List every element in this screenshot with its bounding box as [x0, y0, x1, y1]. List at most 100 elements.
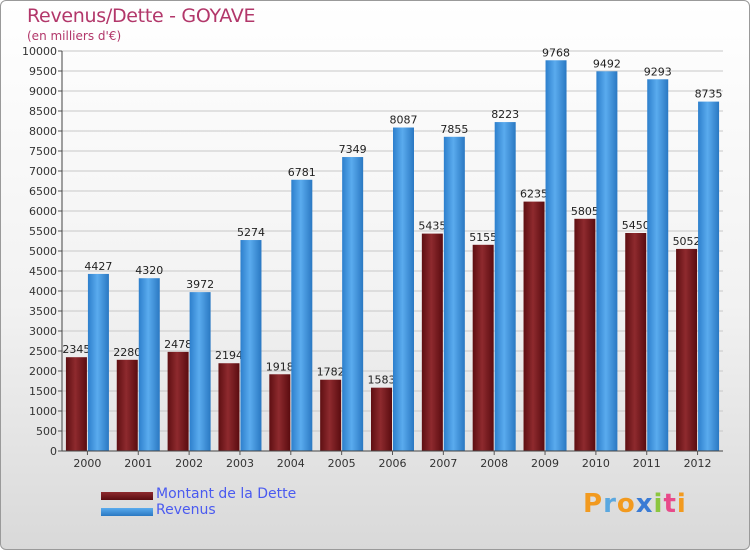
legend-swatch-revenus [101, 508, 153, 516]
data-label-dette: 2345 [62, 343, 90, 356]
chart-subtitle: (en milliers d'€) [27, 29, 122, 43]
bar-revenus [138, 278, 160, 451]
logo-letter: i [653, 489, 664, 519]
y-tick-label: 8000 [29, 125, 57, 138]
x-tick-label: 2010 [582, 457, 610, 470]
y-tick-label: 3500 [29, 305, 57, 318]
y-tick-label: 7000 [29, 165, 57, 178]
logo-letter: t [663, 489, 677, 519]
x-tick-label: 2002 [175, 457, 203, 470]
bar-revenus [393, 127, 414, 452]
x-axis: 2000 2001 2002 2003 2004 2005 2006 2007 2008 2009… [62, 450, 723, 470]
y-tick-label: 6500 [29, 185, 57, 198]
x-tick-label: 2001 [124, 457, 152, 470]
data-label-dette: 2194 [215, 349, 243, 362]
logo-letter: i [676, 489, 687, 519]
data-label-revenus: 8735 [695, 88, 723, 101]
bar-dette [320, 379, 342, 451]
x-tick-label: 2004 [277, 457, 305, 470]
data-label-dette: 2478 [164, 338, 192, 351]
bars: 2345 4427 2280 4320 2478 3972 2194 5274 1918 6781… [62, 46, 723, 452]
bar-revenus [240, 240, 262, 451]
bar-revenus [87, 273, 109, 451]
data-label-dette: 1782 [317, 366, 345, 379]
data-label-revenus: 3972 [186, 278, 214, 291]
bar-revenus [698, 101, 720, 451]
data-label-revenus: 5274 [237, 226, 265, 239]
chart-title: Revenus/Dette - GOYAVE [27, 5, 256, 27]
bar-dette [116, 359, 138, 451]
data-label-revenus: 8087 [390, 114, 418, 127]
x-tick-label: 2007 [429, 457, 457, 470]
data-label-dette: 5052 [673, 235, 701, 248]
y-tick-label: 6000 [29, 205, 57, 218]
y-tick-label: 5500 [29, 225, 57, 238]
y-tick-label: 500 [36, 425, 57, 438]
data-label-revenus: 4427 [84, 260, 112, 273]
data-label-revenus: 7855 [440, 123, 468, 136]
x-tick-label: 2003 [226, 457, 254, 470]
y-tick-label: 1000 [29, 405, 57, 418]
y-tick-label: 9000 [29, 85, 57, 98]
data-label-revenus: 9768 [542, 46, 570, 59]
y-tick-label: 4000 [29, 285, 57, 298]
bar-revenus [291, 179, 313, 451]
y-tick-label: 0 [50, 445, 57, 458]
y-tick-label: 10000 [22, 45, 57, 58]
bar-dette [218, 363, 240, 451]
bar-revenus [545, 60, 567, 451]
bar-dette [574, 218, 596, 451]
y-tick-label: 3000 [29, 325, 57, 338]
bar-dette [167, 351, 189, 451]
data-label-revenus: 8223 [491, 108, 519, 121]
data-label-revenus: 9492 [593, 57, 621, 70]
bar-revenus [443, 136, 465, 452]
bar-revenus [189, 292, 211, 451]
logo-letter: P [583, 489, 604, 519]
data-label-dette: 5450 [622, 219, 650, 232]
data-label-revenus: 9293 [644, 65, 672, 78]
x-tick-label: 2000 [73, 457, 101, 470]
data-label-revenus: 4320 [135, 264, 163, 277]
x-tick-label: 2006 [379, 457, 407, 470]
data-label-revenus: 6781 [288, 166, 316, 179]
bar-dette [269, 374, 291, 451]
legend-swatch-dette [101, 492, 153, 500]
proxiti-logo: Proxiti [583, 489, 687, 519]
data-label-dette: 5805 [571, 205, 599, 218]
y-tick-label: 5000 [29, 245, 57, 258]
bar-dette [523, 201, 545, 451]
bar-dette [65, 357, 87, 451]
x-tick-label: 2008 [480, 457, 508, 470]
data-label-revenus: 7349 [339, 143, 367, 156]
y-tick-label: 8500 [29, 105, 57, 118]
x-tick-label: 2005 [328, 457, 356, 470]
bar-revenus [596, 71, 618, 451]
x-tick-label: 2011 [633, 457, 661, 470]
y-tick-label: 1500 [29, 385, 57, 398]
bar-dette [371, 387, 392, 451]
data-label-dette: 6235 [520, 188, 548, 201]
data-label-dette: 1583 [368, 374, 396, 387]
data-label-dette: 5435 [418, 220, 446, 233]
data-label-dette: 2280 [113, 346, 141, 359]
logo-letter: x [635, 489, 654, 519]
x-tick-label: 2009 [531, 457, 559, 470]
legend-label-revenus: Revenus [156, 502, 216, 518]
x-tick-label: 2012 [684, 457, 712, 470]
bar-dette [472, 244, 494, 451]
data-label-dette: 1918 [266, 360, 294, 373]
bar-dette [625, 233, 647, 451]
y-axis: 0 500 1000 1500 2000 2500 3000 3500 4000 4500 5000… [22, 45, 63, 458]
bar-dette [421, 233, 443, 451]
legend-label-dette: Montant de la Dette [156, 486, 297, 502]
logo-letter: o [616, 489, 636, 519]
y-tick-label: 2000 [29, 365, 57, 378]
bar-dette [676, 248, 698, 451]
bar-revenus [342, 157, 364, 452]
data-label-dette: 5155 [469, 231, 497, 244]
logo-letter: r [603, 489, 617, 519]
grid-lines [62, 50, 723, 452]
